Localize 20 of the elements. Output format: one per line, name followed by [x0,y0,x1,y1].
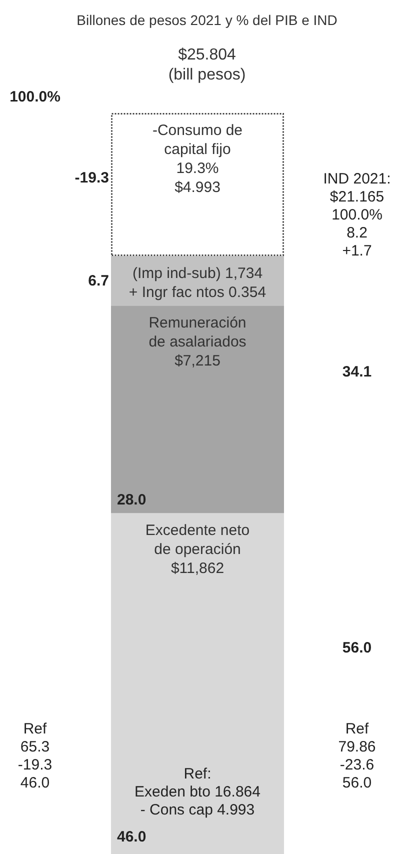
series-label: Excedente neto de operación $11,862 [145,522,250,578]
text: IND 2021: $21.165 100.0% 8.2 +1.7 [323,170,391,260]
series-label: Remuneración de asalariados $7,215 [148,314,246,370]
text: 100.0% [10,88,60,106]
text: 56.0 [342,640,372,656]
bar [111,513,284,854]
text: 34.1 [342,364,372,380]
annotation: Ref: Exeden bto 16.864 - Cons cap 4.993 [134,766,260,818]
bar [111,113,284,256]
bar [111,306,284,514]
series-label: -Consumo de capital fijo 19.3% $4.993 [152,122,243,196]
text: Ref 79.86 -23.6 56.0 [338,720,376,792]
text: -19.3 [74,170,109,186]
chart-title: Billones de pesos 2021 y % del PIB e IND [76,12,338,28]
chart-subtitle: $25.804 (bill pesos) [168,46,246,84]
data-label: 46.0 [117,828,146,846]
data-label: 6.7 [88,272,109,290]
text: Ref 65.3 -19.3 46.0 [18,720,52,792]
series-label: (Imp ind-sub) 1,734 + Ingr fac ntos 0.354 [128,265,266,302]
data-label: 28.0 [117,492,146,509]
